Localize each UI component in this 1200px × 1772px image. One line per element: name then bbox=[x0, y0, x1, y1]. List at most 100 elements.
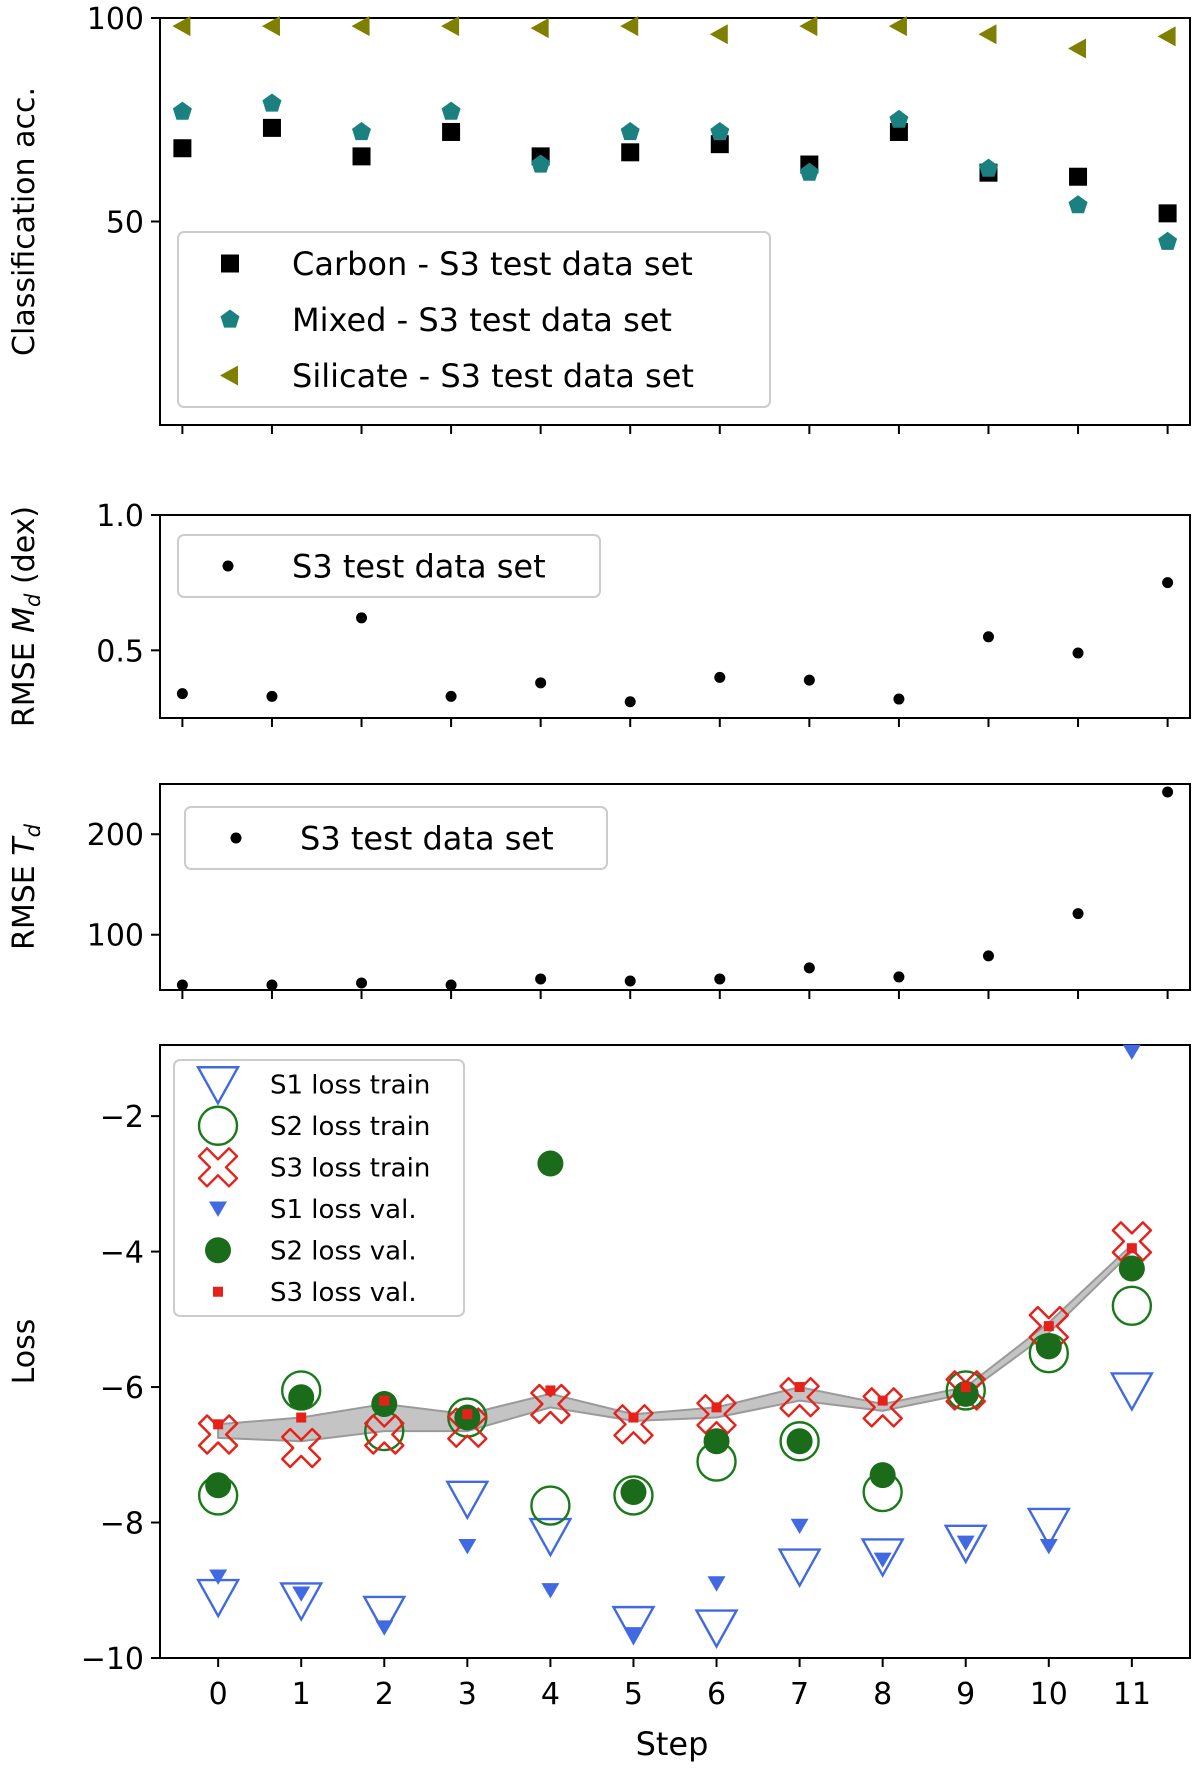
data-point bbox=[172, 101, 192, 120]
legend-label: S3 test data set bbox=[292, 548, 546, 586]
data-point bbox=[445, 690, 457, 702]
x-tick-label: 7 bbox=[790, 1677, 809, 1712]
ylabel-var: T bbox=[7, 835, 42, 856]
data-point bbox=[862, 1387, 903, 1428]
data-point bbox=[462, 1409, 473, 1420]
data-point bbox=[1109, 1372, 1154, 1412]
md-y-tick-label: 1.0 bbox=[96, 499, 144, 534]
data-point bbox=[621, 143, 640, 162]
td-y-axis-label: RMSE Td bbox=[7, 823, 45, 950]
md-panel: 0.5 1.0 RMSE Md (dex) S3 test data set bbox=[7, 499, 1191, 727]
data-point bbox=[611, 1605, 656, 1646]
data-point bbox=[288, 1384, 315, 1411]
legend-label: Carbon - S3 test data set bbox=[292, 245, 693, 283]
x-tick-label: 5 bbox=[624, 1677, 643, 1712]
data-point bbox=[694, 1609, 739, 1649]
acc-legend: Carbon - S3 test data set Mixed - S3 test… bbox=[177, 231, 771, 408]
ylabel-var: M bbox=[7, 607, 42, 633]
data-point bbox=[794, 1382, 805, 1393]
data-point bbox=[1026, 1507, 1071, 1548]
legend-label: S1 loss val. bbox=[270, 1195, 417, 1225]
data-point bbox=[1157, 26, 1176, 47]
md-legend: S3 test data set bbox=[177, 534, 601, 598]
acc-y-tick-label: 100 bbox=[87, 2, 144, 37]
data-point bbox=[799, 162, 819, 181]
data-point bbox=[711, 1402, 722, 1413]
data-point bbox=[296, 1412, 307, 1423]
legend-marker bbox=[197, 1105, 239, 1146]
data-point bbox=[860, 1538, 905, 1578]
legend-marker bbox=[221, 254, 239, 273]
legend-marker bbox=[195, 1066, 241, 1106]
legend-frame bbox=[177, 231, 771, 408]
ylabel-main: RMSE bbox=[7, 633, 42, 727]
data-point bbox=[351, 16, 370, 37]
data-point bbox=[445, 979, 457, 991]
legend-label: S3 loss train bbox=[270, 1154, 430, 1184]
x-tick-label: 2 bbox=[375, 1677, 394, 1712]
data-point bbox=[613, 1404, 654, 1445]
data-point bbox=[1126, 1243, 1137, 1254]
loss-axes-frame bbox=[159, 1044, 1191, 1659]
data-point bbox=[1072, 908, 1084, 920]
data-point bbox=[714, 671, 726, 683]
data-point bbox=[1043, 1321, 1054, 1332]
data-point bbox=[624, 975, 636, 987]
legend-label: Mixed - S3 test data set bbox=[292, 301, 672, 339]
data-point bbox=[877, 1395, 888, 1406]
data-point bbox=[945, 1370, 986, 1411]
data-point bbox=[979, 158, 998, 177]
data-point bbox=[379, 1395, 390, 1406]
td-y-tick-label: 200 bbox=[87, 818, 144, 853]
data-point bbox=[889, 109, 909, 128]
acc-y-axis-label: Classification acc. bbox=[7, 87, 42, 356]
data-point bbox=[213, 1419, 224, 1430]
data-point bbox=[620, 1479, 647, 1506]
data-point bbox=[710, 122, 730, 141]
data-point bbox=[943, 1524, 988, 1565]
td-y-tick-label: 100 bbox=[87, 919, 144, 954]
data-point bbox=[535, 677, 547, 689]
data-point bbox=[530, 1485, 571, 1526]
data-point bbox=[209, 1569, 228, 1585]
data-point bbox=[1158, 231, 1178, 250]
legend-label: S2 loss train bbox=[270, 1112, 430, 1142]
data-point bbox=[709, 24, 728, 45]
data-point bbox=[786, 1428, 813, 1455]
data-point bbox=[441, 16, 460, 37]
legend-label: Silicate - S3 test data set bbox=[292, 357, 694, 395]
x-tick-label: 3 bbox=[458, 1677, 477, 1712]
data-point bbox=[173, 139, 192, 158]
td-legend: S3 test data set bbox=[184, 806, 608, 870]
data-point bbox=[1162, 577, 1174, 589]
loss-y-tick-label: −6 bbox=[100, 1371, 144, 1406]
x-tick-label: 10 bbox=[1030, 1677, 1068, 1712]
data-point bbox=[261, 16, 280, 37]
data-point bbox=[541, 1583, 560, 1599]
data-point bbox=[266, 979, 278, 991]
data-point bbox=[1068, 195, 1088, 214]
x-tick-label: 1 bbox=[292, 1677, 311, 1712]
data-point bbox=[441, 101, 461, 120]
legend-label: S1 loss train bbox=[270, 1071, 430, 1101]
md-y-tick-label: 0.5 bbox=[96, 634, 144, 669]
data-point bbox=[869, 1462, 896, 1489]
legend-marker bbox=[222, 560, 234, 572]
data-point bbox=[535, 973, 547, 985]
data-point bbox=[458, 1539, 477, 1555]
loss-y-axis-label: Loss bbox=[7, 1319, 42, 1385]
data-point bbox=[613, 1475, 654, 1516]
x-tick-label: 0 bbox=[209, 1677, 228, 1712]
td-axes-frame bbox=[159, 783, 1191, 991]
legend-marker bbox=[209, 1201, 227, 1217]
data-point bbox=[982, 950, 994, 962]
x-tick-label: 9 bbox=[956, 1677, 975, 1712]
data-point bbox=[777, 1548, 822, 1589]
legend-label: S2 loss val. bbox=[270, 1237, 417, 1267]
data-point bbox=[292, 1586, 311, 1602]
data-point bbox=[545, 1385, 556, 1396]
md-axes-frame bbox=[159, 514, 1191, 719]
data-point bbox=[714, 973, 726, 985]
loss-y-tick-label: −4 bbox=[100, 1236, 144, 1271]
data-point bbox=[356, 977, 368, 989]
